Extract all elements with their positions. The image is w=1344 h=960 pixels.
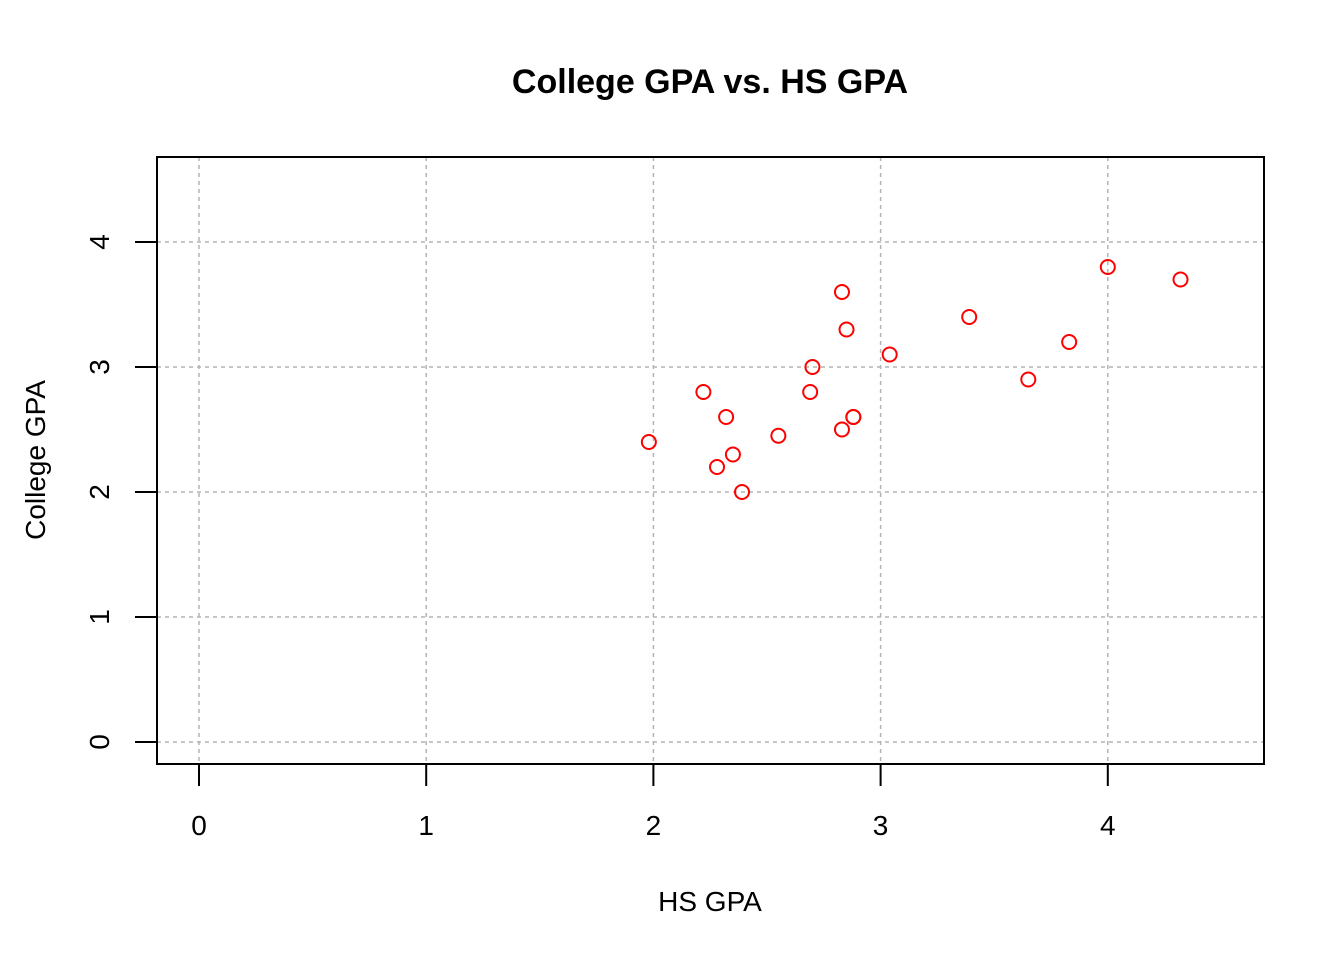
axes: 0 1 2 3 4 0 1 2 3 4 <box>84 234 1116 841</box>
data-point <box>804 359 821 375</box>
grid-lines <box>157 157 1264 764</box>
data-point <box>961 309 978 325</box>
data-point <box>770 427 787 444</box>
plot-frame <box>156 156 1265 765</box>
x-tick-label: 4 <box>1100 810 1116 841</box>
data-point <box>1020 371 1037 388</box>
data-point <box>734 484 751 500</box>
data-point <box>833 421 850 438</box>
data-point <box>833 284 850 300</box>
data-point <box>695 384 712 400</box>
y-tick-label: 0 <box>84 734 115 750</box>
chart-title: College GPA vs. HS GPA <box>512 63 908 101</box>
x-tick-label: 3 <box>873 810 889 841</box>
y-tick-label: 2 <box>84 484 115 500</box>
data-point <box>718 409 735 425</box>
data-point <box>1099 259 1116 275</box>
x-tick-label: 1 <box>418 810 434 841</box>
y-tick-label: 1 <box>84 609 115 625</box>
data-point <box>802 384 819 400</box>
y-axis-label: College GPA <box>20 380 51 540</box>
data-point <box>1172 271 1189 288</box>
y-tick-label: 4 <box>84 234 115 250</box>
data-point <box>709 459 726 475</box>
data-point <box>724 446 741 463</box>
data-point <box>845 409 862 425</box>
x-tick-label: 0 <box>191 810 207 841</box>
y-tick-label: 3 <box>84 359 115 375</box>
data-point <box>640 434 657 450</box>
data-point <box>838 321 855 338</box>
data-point <box>1061 334 1078 350</box>
x-tick-label: 2 <box>646 810 662 841</box>
data-points <box>640 259 1189 500</box>
x-axis-label: HS GPA <box>658 886 762 917</box>
data-point <box>881 346 898 363</box>
